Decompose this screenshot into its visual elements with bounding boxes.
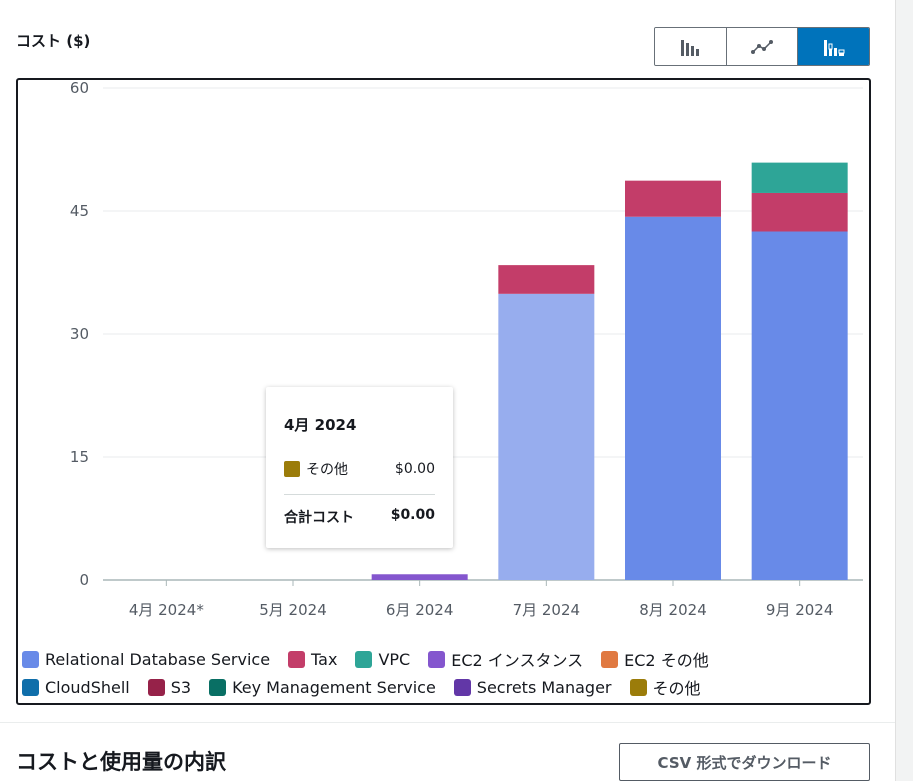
legend-item[interactable]: EC2 その他	[601, 647, 709, 671]
x-tick-label: 7月 2024	[513, 601, 581, 619]
legend-swatch	[288, 650, 306, 668]
bar-chart-icon	[681, 39, 700, 56]
x-tick-label: 4月 2024*	[129, 601, 204, 619]
legend-label: Secrets Manager	[476, 677, 612, 697]
bar-segment[interactable]	[751, 231, 848, 581]
bar-segment[interactable]	[625, 216, 721, 581]
legend-label: その他	[652, 679, 701, 698]
bar-segment[interactable]	[625, 180, 721, 217]
tooltip-total-label: 合計コスト	[284, 510, 354, 526]
legend-row: Relational Database Service Tax VPC EC2 インス…	[22, 645, 862, 673]
x-tick-label: 5月 2024	[259, 601, 327, 619]
legend-label: Tax	[311, 649, 338, 669]
section-divider	[0, 722, 895, 723]
bar-chart-button[interactable]	[655, 28, 727, 65]
csv-download-button[interactable]: CSV 形式でダウンロード	[619, 743, 870, 781]
legend-label: S3	[170, 677, 192, 697]
legend-item[interactable]: VPC	[355, 650, 410, 669]
bar-segment[interactable]	[498, 293, 595, 580]
legend-swatch	[147, 678, 165, 696]
y-tick-label: 0	[79, 571, 89, 589]
chart-tooltip: 4月 2024 その他 $0.00 合計コスト $0.00	[266, 387, 453, 548]
legend-label: VPC	[378, 649, 411, 669]
y-tick-label: 30	[70, 325, 89, 343]
legend-item[interactable]: Relational Database Service	[22, 650, 270, 669]
legend-swatch	[22, 650, 39, 668]
x-tick-label: 6月 2024	[386, 601, 454, 619]
tooltip-total: 合計コスト $0.00	[284, 507, 435, 527]
tooltip-title: 4月 2024	[284, 416, 357, 434]
line-chart-icon	[751, 39, 773, 54]
legend-label: Key Management Service	[232, 677, 436, 697]
x-tick-label: 8月 2024	[639, 601, 707, 619]
legend-item[interactable]: EC2 インスタンス	[428, 647, 583, 671]
legend-item[interactable]: その他	[629, 675, 701, 699]
legend-swatch	[601, 650, 619, 668]
legend-swatch	[428, 650, 446, 668]
legend-item[interactable]: Key Management Service	[209, 678, 436, 697]
right-scroll-area[interactable]	[895, 0, 913, 781]
tooltip-row: その他 $0.00	[284, 459, 435, 479]
tooltip-total-value: $0.00	[390, 507, 435, 523]
tooltip-divider	[284, 494, 435, 495]
legend-label: Relational Database Service	[45, 649, 271, 669]
tooltip-swatch	[284, 461, 300, 477]
line-chart-button[interactable]	[726, 28, 799, 65]
x-tick-label: 9月 2024	[766, 601, 834, 619]
legend-swatch	[629, 678, 647, 696]
legend-label: CloudShell	[45, 677, 130, 697]
legend-item[interactable]: S3	[147, 677, 192, 697]
bar-segment[interactable]	[498, 265, 595, 294]
legend-swatch	[453, 678, 471, 696]
stacked-bar-chart-icon	[823, 39, 845, 56]
tooltip-row-label: その他	[306, 462, 348, 478]
chart-title: コスト ($)	[16, 32, 91, 50]
legend-item[interactable]: Tax	[288, 650, 337, 669]
bar-segment[interactable]	[371, 574, 468, 580]
chart-legend: Relational Database Service Tax VPC EC2 インス…	[22, 645, 862, 701]
legend-swatch	[355, 650, 373, 668]
legend-label: EC2 インスタンス	[451, 651, 584, 670]
stacked-bar-chart-button[interactable]	[798, 28, 869, 65]
y-tick-label: 60	[70, 80, 89, 97]
chart-panel: 0 15 30 45 60 4月 2024* 5月 2024 6月 2024 7月 2024 8月…	[16, 78, 871, 705]
legend-label: EC2 その他	[624, 651, 709, 670]
y-tick-label: 15	[70, 448, 89, 466]
legend-swatch	[209, 678, 227, 696]
stacked-bar-chart: 0 15 30 45 60 4月 2024* 5月 2024 6月 2024 7月 2024 8月…	[70, 80, 863, 619]
chart-type-toggle	[654, 27, 870, 66]
breakdown-title: コストと使用量の内訳	[16, 750, 226, 774]
legend-item[interactable]: Secrets Manager	[453, 677, 612, 697]
legend-item[interactable]: CloudShell	[22, 678, 130, 697]
legend-row: CloudShell S3 Key Management Service Secret…	[22, 673, 862, 701]
y-tick-label: 45	[70, 202, 89, 220]
bar-segment[interactable]	[751, 162, 848, 193]
bar-segment[interactable]	[751, 192, 848, 232]
tooltip-row-value: $0.00	[394, 461, 435, 477]
legend-swatch	[22, 678, 39, 696]
